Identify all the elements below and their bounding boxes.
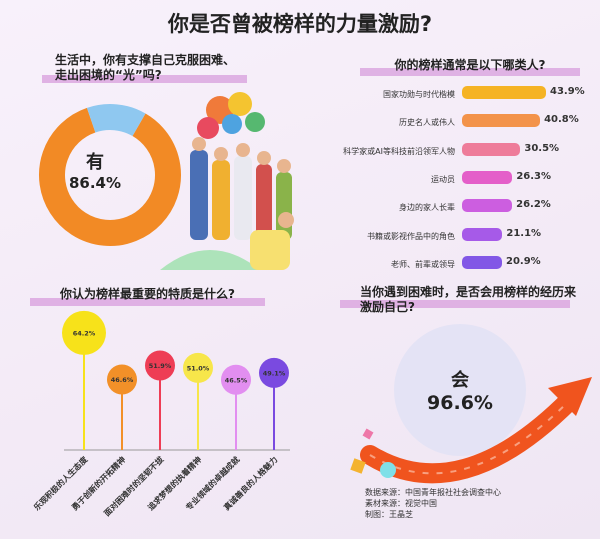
arrow-graphic xyxy=(350,324,592,484)
credit-material-source: 素材来源：视觉中国 xyxy=(365,499,437,508)
bar xyxy=(462,228,503,241)
lollipop-dot xyxy=(107,364,137,395)
lollipop-dot xyxy=(145,350,175,381)
page-title: 你是否曾被榜样的力量激励? xyxy=(167,12,433,36)
bar xyxy=(462,114,541,127)
bar xyxy=(462,86,546,99)
lollipop-value-label: 49.1% xyxy=(263,369,286,377)
bar-label: 历史名人或伟人 xyxy=(399,118,455,127)
donut-slice xyxy=(39,107,181,246)
lollipop-dot xyxy=(221,364,251,395)
highlight-bar xyxy=(360,68,580,76)
lollipop-value-label: 64.2% xyxy=(73,329,96,337)
donut-center-value: 86.4% xyxy=(68,174,122,192)
people-illustration xyxy=(160,92,294,270)
highlight-bar xyxy=(340,300,570,308)
bar-value-label: 40.8% xyxy=(544,114,579,125)
donut-slice xyxy=(86,104,146,137)
bar-label: 科学家或AI等科技前沿领军人物 xyxy=(343,147,455,156)
bar-value-label: 26.2% xyxy=(516,199,551,210)
bar-label: 身边的家人长辈 xyxy=(399,203,455,212)
lollipop-chart: 64.2%乐观积极的人生态度46.6%勇于创新的开拓精神51.9%面对困难时的坚… xyxy=(31,310,290,518)
bar-title: 你的榜样通常是以下哪类人? xyxy=(394,58,546,72)
lollipop-value-label: 51.9% xyxy=(149,362,172,370)
lollipop-title: 你认为榜样最重要的特质是什么? xyxy=(60,287,235,301)
bar-value-label: 20.9% xyxy=(505,256,541,267)
bar xyxy=(462,256,502,269)
bar xyxy=(462,171,513,184)
bar-value-label: 30.5% xyxy=(524,143,560,154)
bar-label: 书籍或影视作品中的角色 xyxy=(367,232,455,241)
lollipop-dot xyxy=(62,310,106,355)
credit-designer: 制图：王晶芝 xyxy=(365,510,413,519)
donut-center-label: 有 xyxy=(86,152,104,173)
lollipop-value-label: 46.6% xyxy=(111,376,134,384)
donut-chart xyxy=(39,104,181,246)
highlight-bar xyxy=(30,298,265,306)
stat-label: 会 xyxy=(451,370,469,391)
highlight-bar xyxy=(42,75,247,83)
bar-value-label: 26.3% xyxy=(516,171,552,182)
bar xyxy=(462,199,513,212)
lollipop-dot xyxy=(183,352,213,383)
stat-value: 96.6% xyxy=(427,392,493,414)
bar xyxy=(462,143,521,156)
credit-data-source: 数据来源：中国青年报社社会调查中心 xyxy=(365,488,501,497)
lollipop-value-label: 51.0% xyxy=(187,364,210,372)
lollipop-value-label: 46.5% xyxy=(225,376,248,384)
bar-value-label: 43.9% xyxy=(550,86,585,97)
bar-value-label: 21.1% xyxy=(506,228,542,239)
lollipop-dot xyxy=(259,357,289,388)
bar-label: 运动员 xyxy=(431,175,455,184)
bar-label: 国家功勋与时代楷模 xyxy=(383,90,455,99)
bar-label: 老师、前辈或领导 xyxy=(391,260,455,269)
donut-title: 生活中，你有支撑自己克服困难、走出困境的“光”吗? xyxy=(55,53,236,82)
stat-title: 当你遇到困难时，是否会用榜样的经历来激励自己? xyxy=(360,285,577,314)
